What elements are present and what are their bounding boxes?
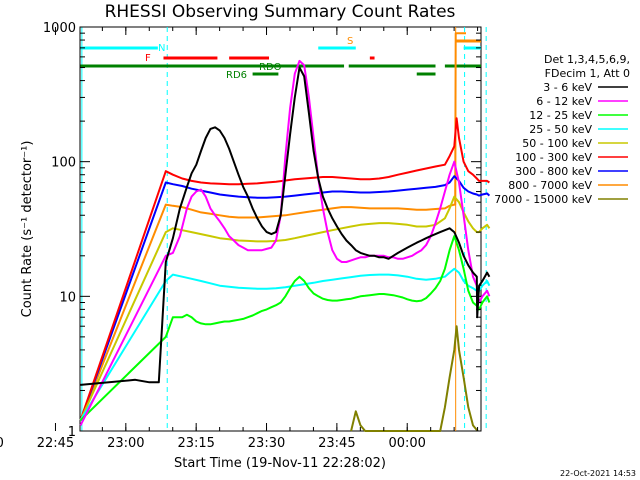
legend-header-decimation: FDecim 1, Att 0 — [545, 67, 630, 80]
legend-label-7: 800 - 7000 keV — [508, 179, 592, 192]
legend-label-2: 12 - 25 keV — [529, 109, 592, 122]
chart-title: RHESSI Observing Summary Count Rates — [105, 2, 456, 22]
plot-area: NF RDO RD6 S 22:30 22:45 23:00 23:15 23:30 23:45… — [0, 21, 491, 451]
series-line-8 — [350, 325, 479, 432]
series-line-6 — [79, 175, 491, 421]
series-line-7 — [79, 32, 466, 421]
series-line-3 — [79, 267, 491, 421]
y-tick-label-3: 1000 — [43, 21, 76, 36]
flag-label-rd6: RD6 — [226, 70, 247, 81]
legend-label-1: 6 - 12 keV — [536, 95, 592, 108]
y-tick-label-2: 100 — [51, 156, 76, 171]
x-tick-label-5: 23:45 — [318, 436, 355, 451]
series-line-0 — [80, 66, 491, 386]
legend-label-5: 100 - 300 keV — [515, 151, 592, 164]
timestamp: 22-Oct-2021 14:53 — [560, 469, 636, 478]
x-tick-label-0: 22:30 — [0, 436, 4, 451]
x-ticks: 22:30 22:45 23:00 23:15 23:30 23:45 00:00 — [0, 27, 479, 451]
legend-label-4: 50 - 100 keV — [522, 137, 592, 150]
y-ticks: 1 10 100 1000 — [43, 21, 481, 440]
x-axis-label: Start Time (19-Nov-11 22:28:02) — [174, 456, 386, 471]
x-tick-label-6: 00:00 — [388, 436, 425, 451]
legend-label-6: 300 - 800 keV — [515, 165, 592, 178]
flag-bars: NF RDO RD6 S — [80, 36, 481, 81]
flag-label-n: N — [158, 43, 165, 54]
y-tick-label-1: 10 — [59, 290, 76, 305]
legend-label-8: 7000 - 15000 keV — [494, 193, 592, 206]
legend: Det 1,3,4,5,6,9, FDecim 1, Att 0 3 - 6 k… — [494, 53, 630, 206]
x-tick-label-2: 23:00 — [107, 436, 144, 451]
vertical-markers — [81, 27, 487, 431]
series-line-2 — [79, 235, 491, 422]
flag-label-f: F — [145, 53, 151, 64]
plot-frame — [79, 26, 482, 432]
x-tick-label-4: 23:30 — [248, 436, 285, 451]
series-line-1 — [79, 59, 491, 426]
x-tick-label-1: 22:45 — [37, 436, 74, 451]
series-line-4 — [79, 195, 491, 421]
series-lines — [79, 32, 491, 432]
x-tick-label-3: 23:15 — [177, 436, 214, 451]
series-line-5 — [79, 117, 490, 421]
y-axis-label: Count Rate (s⁻¹ detector⁻¹) — [20, 141, 35, 318]
legend-label-3: 25 - 50 keV — [529, 123, 592, 136]
flag-label-s: S — [347, 36, 353, 47]
flag-label-rdo: RDO — [259, 62, 282, 73]
legend-label-0: 3 - 6 keV — [543, 81, 592, 94]
y-tick-label-0: 1 — [68, 425, 76, 440]
legend-header-detectors: Det 1,3,4,5,6,9, — [544, 53, 630, 66]
